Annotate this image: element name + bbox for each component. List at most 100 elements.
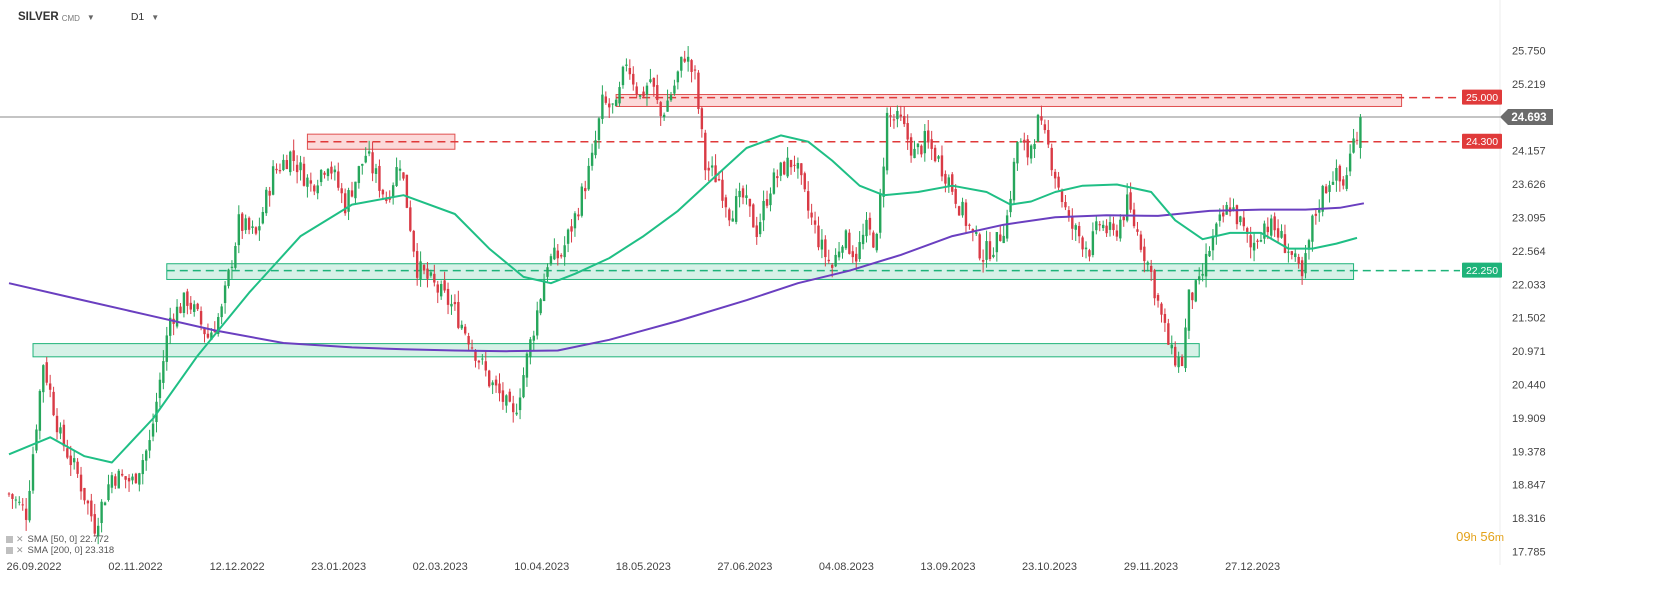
timeframe-label[interactable]: D1	[130, 11, 145, 23]
y-tick-label: 25.219	[1512, 79, 1546, 91]
candle-body	[1053, 171, 1057, 179]
legend-color-icon	[6, 547, 13, 554]
candle-body	[662, 114, 666, 118]
candle-body	[800, 163, 803, 176]
candle-body	[347, 190, 350, 212]
candle-body	[1187, 289, 1191, 331]
candle-body	[333, 169, 337, 173]
candle-body	[453, 302, 457, 305]
remove-indicator-icon[interactable]: ✕	[16, 545, 24, 555]
candle-body	[419, 261, 422, 280]
candle-body	[762, 200, 765, 221]
candle-body	[337, 171, 340, 188]
legend-color-icon	[6, 536, 13, 543]
candle-body	[549, 256, 553, 265]
candle-body	[155, 401, 158, 423]
candle-body	[55, 415, 59, 433]
candle-body	[707, 167, 710, 171]
x-tick-label: 02.11.2022	[108, 561, 162, 573]
candle-body	[625, 64, 628, 66]
candle-body	[234, 246, 237, 268]
candle-body	[1273, 216, 1276, 231]
candle-body	[573, 213, 577, 229]
candle-body	[443, 280, 446, 291]
candle-body	[844, 230, 848, 249]
candle-body	[69, 455, 72, 466]
candle-body	[1177, 356, 1180, 368]
legend-sma50: ✕ SMA [50, 0] 22.772	[6, 534, 109, 545]
remove-indicator-icon[interactable]: ✕	[16, 534, 24, 544]
symbol-dropdown-icon[interactable]: ▼	[86, 12, 95, 22]
candle-body	[546, 267, 549, 277]
candle-body	[1002, 235, 1005, 244]
candle-body	[148, 440, 151, 451]
candle-body	[614, 99, 618, 106]
candle-body	[35, 429, 38, 451]
candle-body	[422, 265, 426, 271]
x-tick-label: 10.04.2023	[514, 561, 569, 573]
candle-body	[577, 214, 580, 217]
candle-body	[254, 227, 258, 234]
candle-body	[114, 476, 117, 486]
candle-body	[1263, 223, 1266, 239]
candle-body	[1016, 141, 1019, 164]
candle-body	[117, 470, 120, 489]
candle-body	[1074, 225, 1077, 230]
candle-body	[436, 284, 439, 293]
candle-body	[968, 224, 971, 226]
candle-body	[1160, 303, 1163, 315]
candle-body	[124, 476, 127, 480]
candle-body	[930, 139, 933, 149]
candle-body	[120, 473, 124, 476]
candle-body	[923, 131, 927, 154]
candle-body	[896, 110, 899, 120]
candle-body	[700, 108, 704, 130]
support-zone	[166, 263, 1355, 280]
symbol-label[interactable]: SILVER	[18, 11, 59, 23]
candle-body	[717, 178, 721, 181]
candle-body	[7, 493, 11, 495]
candle-body	[789, 159, 793, 168]
candle-body	[1287, 251, 1290, 253]
candle-body	[841, 246, 844, 253]
candle-body	[584, 188, 587, 192]
level-price-tag	[1462, 262, 1502, 278]
candle-body	[817, 225, 820, 248]
candle-body	[1023, 139, 1026, 143]
candle-body	[1352, 138, 1355, 153]
candle-body	[412, 230, 415, 252]
candle-body	[621, 66, 625, 86]
candle-body	[1091, 231, 1095, 256]
candle-body	[796, 162, 800, 169]
candle-body	[686, 56, 690, 62]
candle-body	[975, 232, 978, 234]
candle-body	[940, 155, 944, 177]
candle-body	[371, 152, 374, 174]
candle-body	[892, 119, 896, 121]
candle-body	[79, 474, 83, 492]
candle-body	[824, 239, 827, 258]
candle-body	[415, 251, 419, 278]
x-tick-label: 23.10.2023	[1022, 561, 1077, 573]
candle-body	[553, 247, 556, 260]
candle-body	[676, 71, 680, 83]
candle-body	[1180, 356, 1184, 367]
candle-body	[1283, 234, 1287, 253]
candle-body	[18, 501, 21, 503]
candle-body	[618, 87, 621, 104]
candle-body	[947, 177, 951, 187]
timeframe-dropdown-icon[interactable]: ▼	[151, 12, 160, 22]
candle-body	[858, 242, 861, 260]
candle-body	[93, 514, 96, 534]
candle-body	[1184, 327, 1187, 369]
y-tick-label: 24.157	[1512, 146, 1546, 158]
resistance-zone	[615, 94, 1403, 107]
candle-body	[1321, 185, 1324, 212]
y-tick-label: 20.440	[1512, 380, 1546, 392]
candle-body	[199, 311, 203, 325]
level-price-label: 25.000	[1466, 92, 1498, 104]
level-price-tag	[1462, 133, 1502, 149]
candle-body	[1081, 237, 1084, 250]
candle-body	[1314, 213, 1318, 216]
